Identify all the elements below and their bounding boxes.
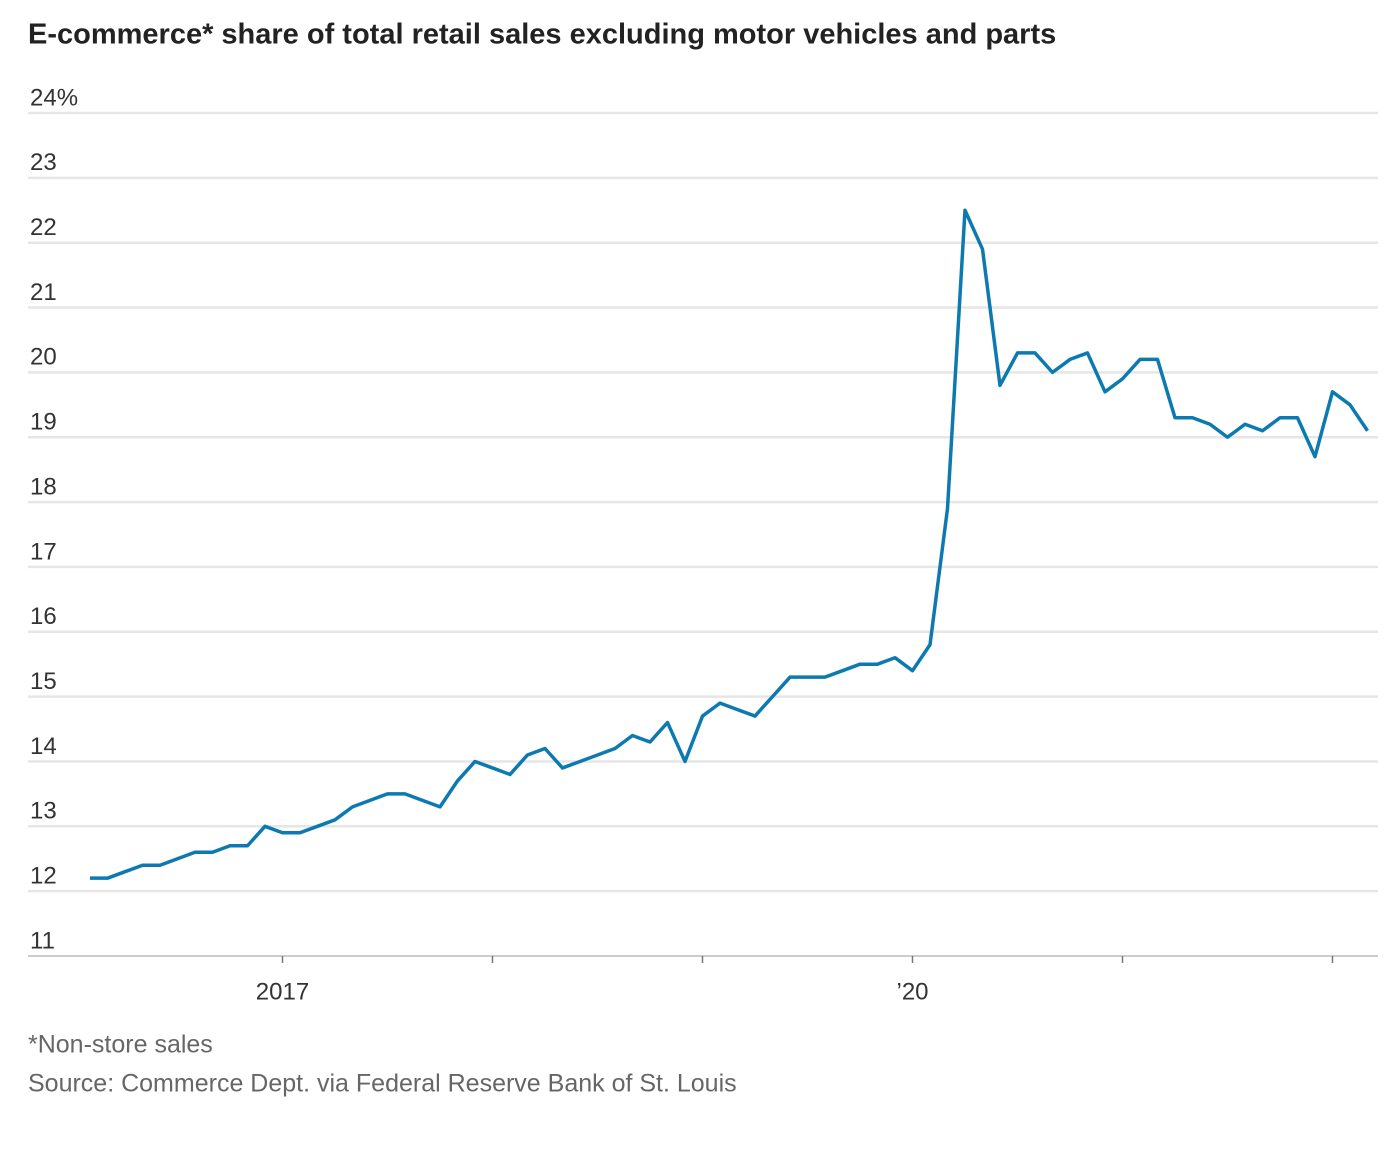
y-tick-label: 14 bbox=[30, 733, 57, 760]
footnote: *Non-store sales bbox=[28, 1031, 213, 1059]
y-tick-label: 20 bbox=[30, 344, 57, 371]
y-tick-label: 17 bbox=[30, 538, 57, 565]
y-tick-label: 21 bbox=[30, 279, 57, 306]
y-tick-label: 24% bbox=[30, 84, 78, 111]
y-tick-label: 13 bbox=[30, 798, 57, 825]
x-tick-label: ’20 bbox=[896, 978, 928, 1005]
y-tick-label: 22 bbox=[30, 214, 57, 241]
y-tick-label: 12 bbox=[30, 862, 57, 889]
y-tick-label: 19 bbox=[30, 409, 57, 436]
y-tick-label: 15 bbox=[30, 668, 57, 695]
data-line bbox=[90, 208, 1369, 880]
chart-title: E-commerce* share of total retail sales … bbox=[28, 19, 1056, 51]
y-tick-label: 23 bbox=[30, 149, 57, 176]
x-tick-label: 2017 bbox=[256, 978, 309, 1005]
y-tick-label: 11 bbox=[30, 927, 55, 954]
source: Source: Commerce Dept. via Federal Reser… bbox=[28, 1070, 737, 1098]
y-tick-label: 18 bbox=[30, 473, 57, 500]
y-tick-label: 16 bbox=[30, 603, 57, 630]
